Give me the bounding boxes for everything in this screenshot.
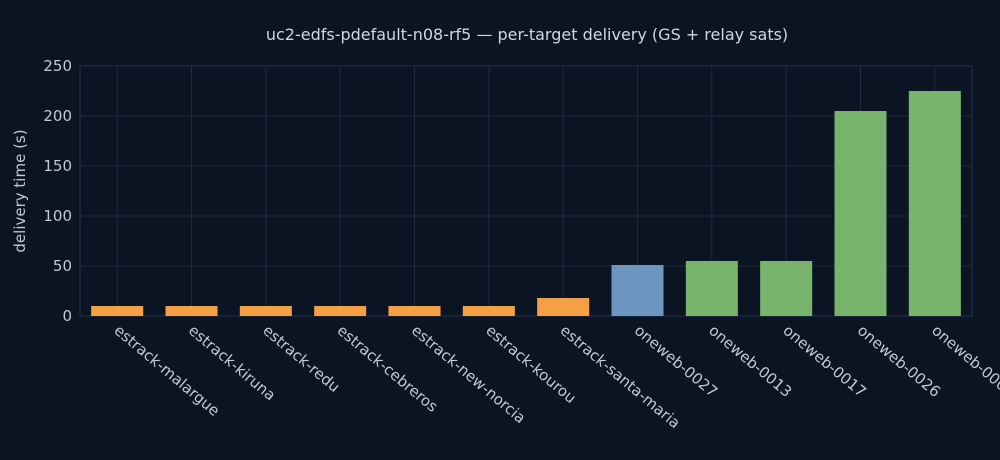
bars <box>91 91 961 316</box>
bar-oneweb-0026 <box>834 111 887 316</box>
plot-frame <box>79 65 973 317</box>
bar-estrack-redu <box>239 306 292 316</box>
chart-title: uc2-edfs-pdefault-n08-rf5 — per-target d… <box>266 25 788 44</box>
bar-estrack-cebreros <box>314 306 367 316</box>
y-axis-label: delivery time (s) <box>11 129 29 252</box>
y-tick-label: 0 <box>62 307 72 325</box>
bar-oneweb-0027 <box>611 265 664 316</box>
y-axis-ticks: 0 50 100 150 200 250 <box>43 57 72 325</box>
y-tick-label: 250 <box>43 57 72 75</box>
bar-estrack-malargue <box>91 306 144 316</box>
bar-estrack-kiruna <box>165 306 218 316</box>
x-tick-label: estrack-santa-maria <box>557 321 684 432</box>
bar-estrack-santa-maria <box>537 298 590 316</box>
bar-estrack-new-norcia <box>388 306 441 316</box>
bar-estrack-kourou <box>462 306 515 316</box>
bar-oneweb-0013 <box>685 261 738 316</box>
y-tick-label: 100 <box>43 207 72 225</box>
x-axis-ticks: estrack-malargueestrack-kirunaestrack-re… <box>111 321 1000 432</box>
bar-oneweb-0006 <box>908 91 961 316</box>
y-tick-label: 150 <box>43 157 72 175</box>
y-tick-label: 200 <box>43 107 72 125</box>
y-tick-label: 50 <box>53 257 72 275</box>
bar-oneweb-0017 <box>760 261 813 316</box>
